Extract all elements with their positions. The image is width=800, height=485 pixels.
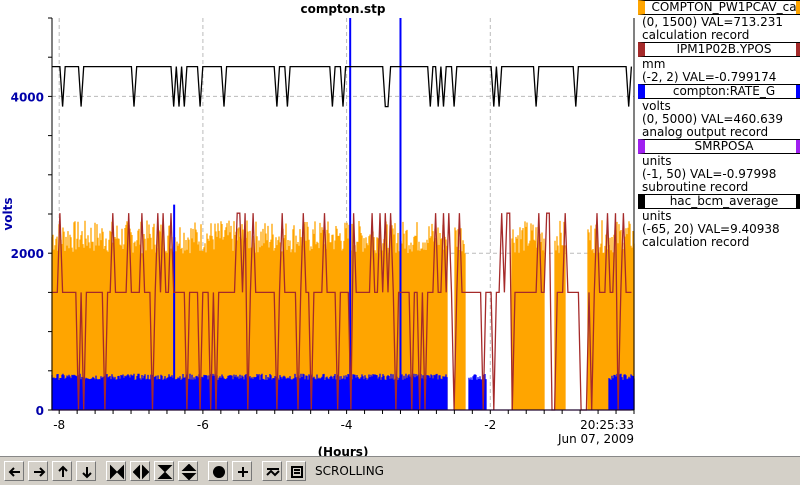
zoom-in-y-icon (157, 465, 173, 479)
arrow-up-icon (58, 465, 68, 477)
legend-detail: (0, 1500) VAL=713.231 (642, 15, 783, 29)
series-trace (52, 212, 632, 411)
timestamp-time: 20:25:33 (580, 418, 634, 432)
arrow-right-button[interactable] (28, 461, 48, 481)
legend-detail: mm (642, 57, 666, 71)
series-trace (52, 65, 633, 108)
scroll-mode-button[interactable] (262, 461, 282, 481)
zoom-in-x-button[interactable] (106, 461, 126, 481)
timestamp-date: Jun 07, 2009 (557, 432, 634, 446)
y-tick-label: 2000 (11, 247, 44, 261)
config-icon (291, 466, 303, 478)
legend-item-ipm1p02b-ypos[interactable]: IPM1P02B.YPOS (638, 42, 800, 57)
legend-detail: (-65, 20) VAL=9.40938 (642, 222, 780, 236)
legend-detail: calculation record (642, 28, 750, 42)
arrow-left-button[interactable] (4, 461, 24, 481)
chart-svg[interactable]: compton.stp 0 2000 4000 -8 -6 -4 -2 volts (Hours)… (0, 0, 800, 459)
legend-color-swatch (796, 140, 800, 153)
zoom-out-y-icon (181, 464, 197, 480)
series-hac-bcm-average (52, 65, 633, 108)
legend-item-label: compton:RATE_G (672, 84, 776, 98)
legend-detail: (-2, 2) VAL=-0.799174 (642, 70, 777, 84)
x-tick-label: -4 (341, 418, 353, 432)
config-button[interactable] (286, 461, 306, 481)
zoom-out-y-button[interactable] (178, 461, 198, 481)
strip-chart[interactable]: compton.stp 0 2000 4000 -8 -6 -4 -2 volts (Hours)… (0, 0, 800, 459)
arrow-right-icon (34, 467, 46, 477)
zoom-in-y-button[interactable] (154, 461, 174, 481)
y-tick-label: 0 (36, 404, 44, 418)
legend-detail: (0, 5000) VAL=460.639 (642, 112, 783, 126)
y-tick-label: 4000 (11, 90, 44, 104)
status-text: SCROLLING (315, 464, 384, 478)
legend-item-label: hac_bcm_average (669, 194, 779, 208)
x-tick-label: -2 (484, 418, 496, 432)
legend-color-swatch (796, 195, 800, 208)
legend-detail: units (642, 209, 672, 223)
zoom-in-x-icon (110, 464, 124, 480)
zoom-out-x-button[interactable] (130, 461, 150, 481)
legend-item-compton-pw1pcav-ca[interactable]: COMPTON_PW1PCAV_ca (638, 0, 800, 15)
legend-item-compton-rate-g[interactable]: compton:RATE_G (638, 84, 800, 99)
scroll-mode-icon (266, 468, 280, 477)
autoscale-icon (213, 466, 225, 478)
arrow-down-button[interactable] (76, 461, 96, 481)
chart-title: compton.stp (300, 2, 385, 16)
x-tick-label: -8 (53, 418, 65, 432)
arrow-down-icon (82, 467, 92, 479)
legend-color-swatch (796, 43, 800, 56)
series-ipm1p02b-ypos (52, 212, 632, 411)
arrow-up-button[interactable] (52, 461, 72, 481)
legend-item-hac-bcm-average[interactable]: hac_bcm_average (638, 194, 800, 209)
legend-detail: (-1, 50) VAL=-0.97998 (642, 167, 777, 181)
legend-detail: volts (642, 99, 671, 113)
legend-color-swatch (796, 1, 800, 14)
zoom-out-x-icon (133, 464, 149, 480)
legend-item-label: SMRPOSA (694, 139, 754, 153)
legend-item-label: COMPTON_PW1PCAV_ca (651, 0, 797, 14)
legend-detail: units (642, 154, 672, 168)
legend-detail: calculation record (642, 235, 750, 249)
x-tick-label: -6 (197, 418, 209, 432)
x-axis-label: (Hours) (318, 445, 369, 456)
arrow-left-icon (8, 467, 20, 477)
autoscale-button[interactable] (208, 461, 228, 481)
add-button[interactable] (232, 461, 252, 481)
legend-item-smrposa[interactable]: SMRPOSA (638, 139, 800, 154)
add-icon (238, 467, 248, 477)
legend-detail: analog output record (642, 125, 769, 139)
y-axis-label: volts (1, 197, 15, 230)
legend-item-label: IPM1P02B.YPOS (676, 42, 772, 56)
legend-detail: subroutine record (642, 180, 749, 194)
legend-color-swatch (796, 85, 800, 98)
toolbar: SCROLLING (0, 456, 800, 485)
